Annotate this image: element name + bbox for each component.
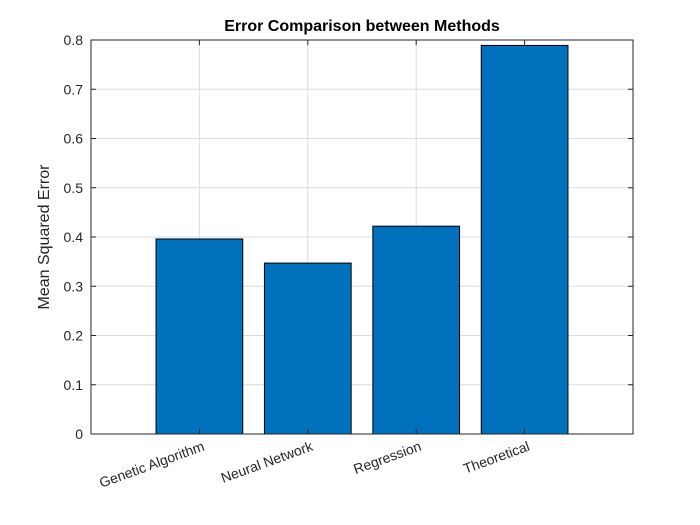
x-tick-label: Regression <box>351 438 423 477</box>
bar-neural-network <box>263 262 352 435</box>
y-tick-label: 0.3 <box>64 278 84 294</box>
bar-theoretical <box>480 44 569 435</box>
y-tick-label: 0.5 <box>64 180 84 196</box>
y-tick-labels: 0 0.1 0.2 0.3 0.4 0.5 0.6 0.7 0.8 <box>64 32 84 442</box>
y-tick-label: 0.4 <box>64 229 84 245</box>
y-tick-label: 0.2 <box>64 328 84 344</box>
y-tick-label: 0.7 <box>64 81 84 97</box>
bar-genetic-algorithm <box>155 238 244 435</box>
bars-layer <box>155 44 569 435</box>
y-tick-label: 0.8 <box>64 32 84 48</box>
x-tick-labels: Genetic Algorithm Neural Network Regressio… <box>97 437 532 490</box>
y-axis-label: Mean Squared Error <box>36 164 53 310</box>
x-tick-label: Neural Network <box>219 437 316 485</box>
x-tick-label: Genetic Algorithm <box>97 438 206 491</box>
y-tick-label: 0 <box>75 426 83 442</box>
x-tick-label: Theoretical <box>461 438 532 477</box>
bar-regression <box>372 225 461 435</box>
y-tick-label: 0.1 <box>64 377 84 393</box>
chart-title: Error Comparison between Methods <box>224 18 500 35</box>
y-tick-label: 0.6 <box>64 131 84 147</box>
ticks-layer <box>91 39 633 435</box>
